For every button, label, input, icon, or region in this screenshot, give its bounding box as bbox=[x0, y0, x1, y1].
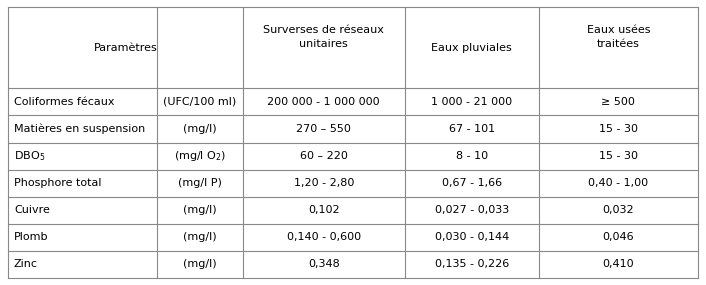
Text: 0,027 - 0,033: 0,027 - 0,033 bbox=[435, 205, 509, 215]
Text: 15 - 30: 15 - 30 bbox=[599, 124, 638, 134]
Text: (mg/l): (mg/l) bbox=[183, 232, 217, 242]
Text: Matières en suspension: Matières en suspension bbox=[14, 124, 145, 134]
Text: 200 000 - 1 000 000: 200 000 - 1 000 000 bbox=[268, 97, 380, 107]
Text: Cuivre: Cuivre bbox=[14, 205, 50, 215]
Text: 1 000 - 21 000: 1 000 - 21 000 bbox=[431, 97, 513, 107]
Text: Plomb: Plomb bbox=[14, 232, 49, 242]
Text: 0,140 - 0,600: 0,140 - 0,600 bbox=[287, 232, 361, 242]
Text: (UFC/100 ml): (UFC/100 ml) bbox=[163, 97, 237, 107]
Text: (mg/l): (mg/l) bbox=[183, 205, 217, 215]
Text: 0,046: 0,046 bbox=[602, 232, 634, 242]
Text: Eaux usées
traitées: Eaux usées traitées bbox=[587, 25, 650, 49]
Text: (mg/l): (mg/l) bbox=[183, 259, 217, 269]
Text: (mg/l): (mg/l) bbox=[183, 124, 217, 134]
Text: 0,67 - 1,66: 0,67 - 1,66 bbox=[442, 178, 502, 188]
Text: (mg/l O$_2$): (mg/l O$_2$) bbox=[174, 149, 226, 163]
Text: Eaux pluviales: Eaux pluviales bbox=[431, 43, 513, 53]
Text: 15 - 30: 15 - 30 bbox=[599, 151, 638, 161]
Text: (mg/l P): (mg/l P) bbox=[178, 178, 222, 188]
Text: 0,40 - 1,00: 0,40 - 1,00 bbox=[588, 178, 648, 188]
Text: 0,135 - 0,226: 0,135 - 0,226 bbox=[435, 259, 509, 269]
Text: 0,032: 0,032 bbox=[602, 205, 634, 215]
Text: Phosphore total: Phosphore total bbox=[14, 178, 102, 188]
Text: 0,348: 0,348 bbox=[308, 259, 340, 269]
Text: 1,20 - 2,80: 1,20 - 2,80 bbox=[294, 178, 354, 188]
Text: 60 – 220: 60 – 220 bbox=[300, 151, 347, 161]
Text: 0,410: 0,410 bbox=[602, 259, 634, 269]
Text: 8 - 10: 8 - 10 bbox=[456, 151, 488, 161]
Text: Coliformes fécaux: Coliformes fécaux bbox=[14, 97, 114, 107]
Text: Paramètres: Paramètres bbox=[94, 43, 157, 53]
Text: DBO$_5$: DBO$_5$ bbox=[14, 149, 45, 163]
Text: 0,102: 0,102 bbox=[308, 205, 340, 215]
Text: Zinc: Zinc bbox=[14, 259, 38, 269]
Text: Surverses de réseaux
unitaires: Surverses de réseaux unitaires bbox=[263, 25, 384, 49]
Text: ≥ 500: ≥ 500 bbox=[602, 97, 635, 107]
Text: 270 – 550: 270 – 550 bbox=[297, 124, 351, 134]
Text: 0,030 - 0,144: 0,030 - 0,144 bbox=[435, 232, 509, 242]
Text: 67 - 101: 67 - 101 bbox=[449, 124, 495, 134]
